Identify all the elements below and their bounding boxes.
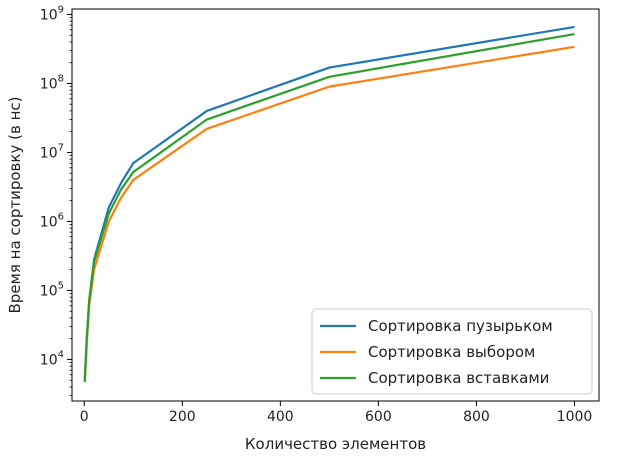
x-tick-label: 600 <box>365 409 392 425</box>
y-axis-label: Время на сортировку (в нс) <box>6 97 24 314</box>
x-tick-label: 0 <box>80 409 89 425</box>
legend-box <box>311 308 593 395</box>
y-tick-label: 107 <box>40 142 64 161</box>
x-tick-label: 200 <box>169 409 196 425</box>
x-tick-label: 400 <box>267 409 294 425</box>
y-tick-label: 109 <box>40 4 64 23</box>
y-axis-ticks: 104 105 106 107 108 109 <box>40 4 72 396</box>
y-tick-label: 105 <box>40 280 64 299</box>
y-tick-label: 104 <box>40 349 64 368</box>
x-axis-ticks: 0 200 400 600 800 1000 <box>80 401 593 425</box>
axes-frame <box>71 8 600 402</box>
series-line <box>83 32 575 383</box>
y-tick-label: 108 <box>40 73 64 92</box>
legend-label: Сортировка пузырьком <box>368 317 553 335</box>
x-tick-label: 1000 <box>557 409 593 425</box>
plot-lines <box>83 25 575 383</box>
y-tick-label: 106 <box>40 211 64 230</box>
legend: Сортировка пузырьком Сортировка выбором Со… <box>311 308 593 395</box>
legend-label: Сортировка вставками <box>368 369 549 387</box>
legend-label: Сортировка выбором <box>368 343 535 361</box>
x-axis-label: Количество элементов <box>245 435 426 453</box>
x-tick-label: 800 <box>463 409 490 425</box>
